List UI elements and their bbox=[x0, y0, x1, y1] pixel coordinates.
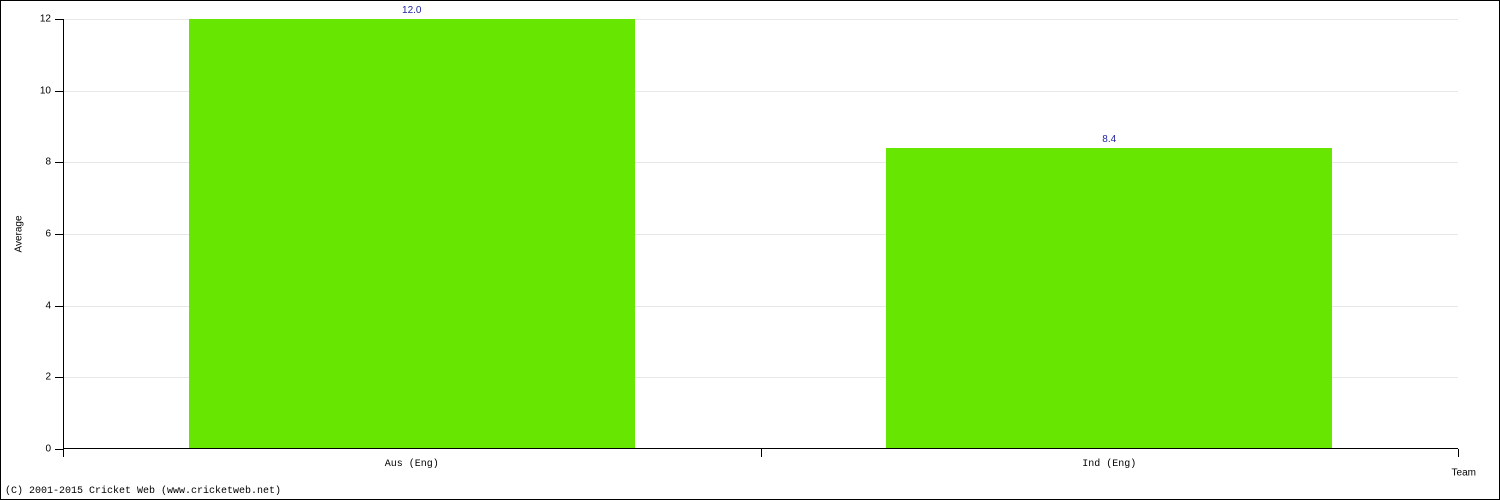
y-axis-line bbox=[63, 19, 64, 449]
bar bbox=[189, 19, 635, 449]
ytick-label: 6 bbox=[45, 229, 63, 240]
plot-area: 12.08.4 024681012 Aus (Eng)Ind (Eng) Ave… bbox=[63, 19, 1458, 449]
x-axis-title: Team bbox=[1452, 468, 1476, 479]
bar-value-label: 8.4 bbox=[1102, 134, 1116, 145]
outer-frame: 12.0 8.4 0 2 4 6 8 10 12 Aus (Eng) Ind (Eng) Ave… bbox=[0, 0, 1500, 500]
ytick-label: 4 bbox=[45, 300, 63, 311]
xtick bbox=[1458, 449, 1459, 457]
ytick-label: 12 bbox=[40, 14, 63, 25]
category-label: Ind (Eng) bbox=[1082, 449, 1136, 470]
xtick bbox=[63, 449, 64, 457]
xtick bbox=[761, 449, 762, 457]
ytick-label: 10 bbox=[40, 85, 63, 96]
ytick-label: 2 bbox=[45, 372, 63, 383]
bar bbox=[886, 148, 1332, 449]
ytick-label: 8 bbox=[45, 157, 63, 168]
ytick-label: 0 bbox=[45, 444, 63, 455]
y-axis-title: Average bbox=[14, 215, 25, 252]
category-label: Aus (Eng) bbox=[385, 449, 439, 470]
bar-value-label: 12.0 bbox=[402, 5, 421, 16]
copyright-text: (C) 2001-2015 Cricket Web (www.cricketwe… bbox=[5, 486, 281, 497]
